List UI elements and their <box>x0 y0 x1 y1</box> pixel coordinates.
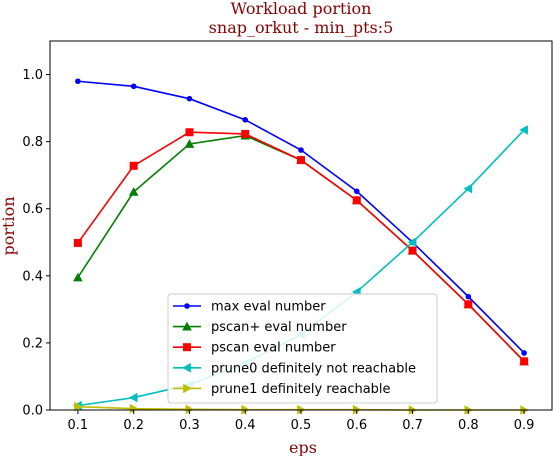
legend-label: prune1 definitely reachable <box>211 382 391 397</box>
data-point <box>129 403 139 414</box>
plot-frame <box>49 40 553 411</box>
data-point <box>521 350 527 356</box>
y-tick-label: 0.4 <box>22 269 43 284</box>
data-point <box>128 187 139 196</box>
legend-item: prune0 definitely not reachable <box>173 361 416 376</box>
legend-box <box>167 293 438 404</box>
legend-marker <box>183 383 192 394</box>
data-point <box>297 156 305 165</box>
y-tick-label: 0.6 <box>22 202 43 217</box>
legend-marker <box>183 343 191 352</box>
x-tick-label: 0.4 <box>235 418 256 433</box>
legend-marker <box>182 363 191 373</box>
data-point <box>128 392 138 403</box>
data-point <box>130 83 137 90</box>
x-tick-label: 0.3 <box>179 418 200 433</box>
y-axis-label: portion <box>0 196 18 255</box>
data-point <box>75 78 81 85</box>
chart-subtitle: snap_orkut - min_pts:5 <box>209 18 394 37</box>
x-tick-label: 0.6 <box>346 418 367 433</box>
x-tick-label: 0.7 <box>402 418 423 433</box>
series-3 <box>73 128 529 366</box>
x-tick-label: 0.2 <box>123 418 144 433</box>
x-tick-label: 0.1 <box>68 418 89 433</box>
data-point <box>129 161 138 170</box>
legend-marker <box>182 321 192 331</box>
data-point <box>73 272 83 282</box>
data-point <box>184 139 195 148</box>
data-point <box>352 196 361 205</box>
data-point <box>242 117 249 123</box>
data-point <box>520 357 529 366</box>
legend-item: max eval number <box>173 300 326 315</box>
data-point <box>298 147 304 153</box>
data-point <box>353 188 360 195</box>
y-tick-label: 1.0 <box>22 68 43 83</box>
legend: max eval number pscan+ eval number pscan e… <box>167 293 438 404</box>
data-point <box>185 404 195 415</box>
legend-label: pscan+ eval number <box>211 320 347 335</box>
axis-ticks: 0.1 0.2 0.3 0.4 0.5 0.6 0.7 0.8 0.9 0.0 0.2 0.4 0.6 0… <box>22 68 534 433</box>
y-tick-label: 0.8 <box>22 135 43 150</box>
y-tick-label: 0.0 <box>22 404 43 419</box>
data-point <box>74 401 83 412</box>
x-tick-label: 0.8 <box>458 418 479 433</box>
data-point <box>408 246 417 255</box>
legend-label: prune0 definitely not reachable <box>211 361 416 376</box>
chart-title: Workload portion <box>231 0 372 18</box>
x-axis-label: eps <box>289 438 317 456</box>
data-point <box>73 238 82 247</box>
data-point <box>465 293 472 300</box>
x-tick-label: 0.5 <box>291 418 312 433</box>
data-point <box>186 95 193 102</box>
legend-label: pscan eval number <box>211 341 336 356</box>
legend-item: pscan eval number <box>173 341 336 356</box>
legend-marker <box>184 303 190 309</box>
data-point <box>464 300 473 309</box>
data-point <box>519 125 528 135</box>
data-point <box>407 237 417 248</box>
data-point <box>241 129 250 138</box>
data-point <box>463 183 473 194</box>
legend-item: prune1 definitely reachable <box>173 382 391 397</box>
legend-item: pscan+ eval number <box>173 320 347 335</box>
y-tick-label: 0.2 <box>22 336 43 351</box>
data-point <box>185 128 194 137</box>
x-tick-label: 0.9 <box>514 418 535 433</box>
legend-label: max eval number <box>211 300 326 315</box>
